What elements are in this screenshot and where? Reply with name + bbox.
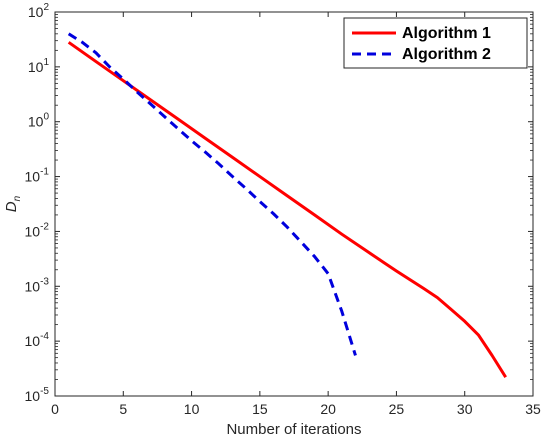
series-line-1 xyxy=(67,41,507,379)
y-tick-label: 10-2 xyxy=(25,221,50,239)
legend-label-2: Algorithm 2 xyxy=(402,46,491,63)
y-axis-label-main: D xyxy=(3,201,20,212)
plot-area xyxy=(55,12,533,396)
y-tick-label: 102 xyxy=(28,2,50,20)
y-tick-label: 10-5 xyxy=(25,386,50,404)
x-tick-label: 30 xyxy=(457,401,473,417)
y-tick-label: 100 xyxy=(28,112,50,130)
x-tick-label: 0 xyxy=(51,401,59,417)
plot-frame xyxy=(54,11,534,397)
y-tick-label: 10-4 xyxy=(25,331,50,349)
y-tick-label: 101 xyxy=(28,57,50,75)
x-tick-label: 10 xyxy=(184,401,200,417)
legend: Algorithm 1 Algorithm 2 xyxy=(343,17,528,69)
legend-label-1: Algorithm 1 xyxy=(402,25,491,42)
y-tick-label: 10-1 xyxy=(25,167,50,185)
x-tick-label: 20 xyxy=(320,401,336,417)
x-axis-label: Number of iterations xyxy=(226,421,361,438)
x-tick-label: 25 xyxy=(389,401,405,417)
y-tick-label: 10-3 xyxy=(25,276,50,294)
legend-box xyxy=(343,17,528,69)
y-axis-label: Dn xyxy=(3,195,23,212)
series-line-2 xyxy=(67,32,357,356)
series-layer xyxy=(67,32,507,379)
y-axis-label-subscript: n xyxy=(12,195,23,201)
x-tick-label: 5 xyxy=(119,401,127,417)
x-tick-label: 15 xyxy=(252,401,268,417)
x-tick-label: 35 xyxy=(525,401,541,417)
